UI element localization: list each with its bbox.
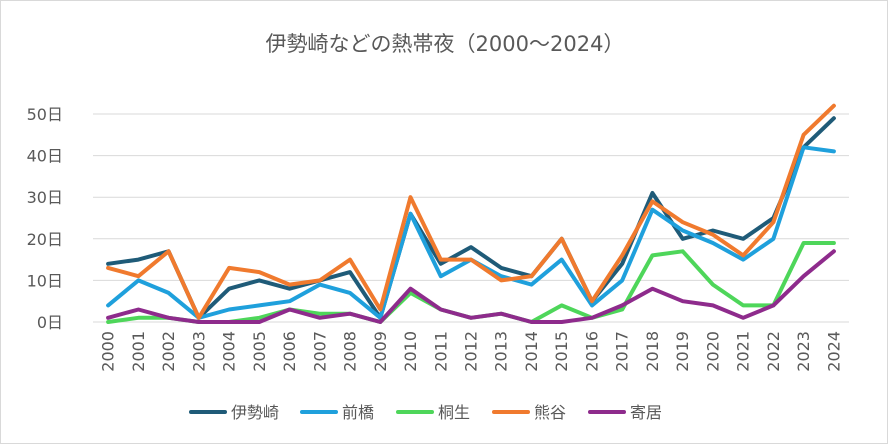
- y-tick-label: 10日: [27, 271, 63, 290]
- x-tick-label: 2022: [764, 331, 783, 372]
- legend-label: 桐生: [438, 403, 470, 422]
- y-tick-label: 50日: [27, 105, 63, 124]
- x-tick-label: 2011: [431, 331, 450, 372]
- x-tick-label: 2004: [220, 331, 239, 372]
- legend-item: 前橋: [300, 403, 374, 422]
- x-axis-ticks: 2000 2001 2002 2003 2004 2005 2006 2007 2008 2009…: [99, 331, 844, 372]
- x-tick-label: 2015: [552, 331, 571, 372]
- series-line-3: [106, 103, 836, 320]
- x-tick-label: 2024: [824, 331, 843, 372]
- x-tick-label: 2021: [734, 331, 753, 372]
- x-tick-label: 2017: [613, 331, 632, 372]
- legend-item: 寄居: [588, 403, 662, 422]
- series-line-0: [106, 116, 836, 320]
- x-tick-label: 2018: [643, 331, 662, 372]
- series-lines: [106, 103, 836, 324]
- x-tick-label: 2001: [129, 331, 148, 372]
- gridlines: [93, 113, 849, 323]
- legend-item: 伊勢崎: [189, 403, 279, 422]
- series-line-4: [106, 249, 836, 324]
- y-tick-label: 20日: [27, 230, 63, 249]
- y-tick-label: 40日: [27, 147, 63, 166]
- x-tick-label: 2023: [794, 331, 813, 372]
- x-tick-label: 2016: [582, 331, 601, 372]
- x-tick-label: 2013: [492, 331, 511, 372]
- x-tick-label: 2009: [371, 331, 390, 372]
- legend: 伊勢崎 前橋 桐生 熊谷 寄居: [189, 403, 662, 422]
- legend-label: 寄居: [630, 403, 662, 422]
- y-tick-label: 0日: [37, 313, 63, 332]
- x-tick-label: 2019: [673, 331, 692, 372]
- x-tick-label: 2005: [250, 331, 269, 372]
- legend-label: 伊勢崎: [231, 403, 279, 422]
- x-tick-label: 2006: [280, 331, 299, 372]
- chart-title: 伊勢崎などの熱帯夜（2000～2024）: [266, 32, 625, 56]
- legend-item: 桐生: [396, 403, 470, 422]
- x-tick-label: 2000: [99, 331, 118, 372]
- x-tick-label: 2014: [522, 331, 541, 372]
- x-tick-label: 2008: [341, 331, 360, 372]
- y-axis-ticks: 0日 10日 20日 30日 40日 50日: [27, 105, 63, 332]
- x-tick-label: 2012: [462, 331, 481, 372]
- y-tick-label: 30日: [27, 188, 63, 207]
- legend-label: 前橋: [342, 403, 374, 422]
- x-tick-label: 2010: [401, 331, 420, 372]
- x-tick-label: 2007: [310, 331, 329, 372]
- x-tick-label: 2020: [703, 331, 722, 372]
- x-tick-label: 2002: [159, 331, 178, 372]
- legend-item: 熊谷: [492, 403, 566, 422]
- x-tick-label: 2003: [189, 331, 208, 372]
- legend-label: 熊谷: [534, 403, 566, 422]
